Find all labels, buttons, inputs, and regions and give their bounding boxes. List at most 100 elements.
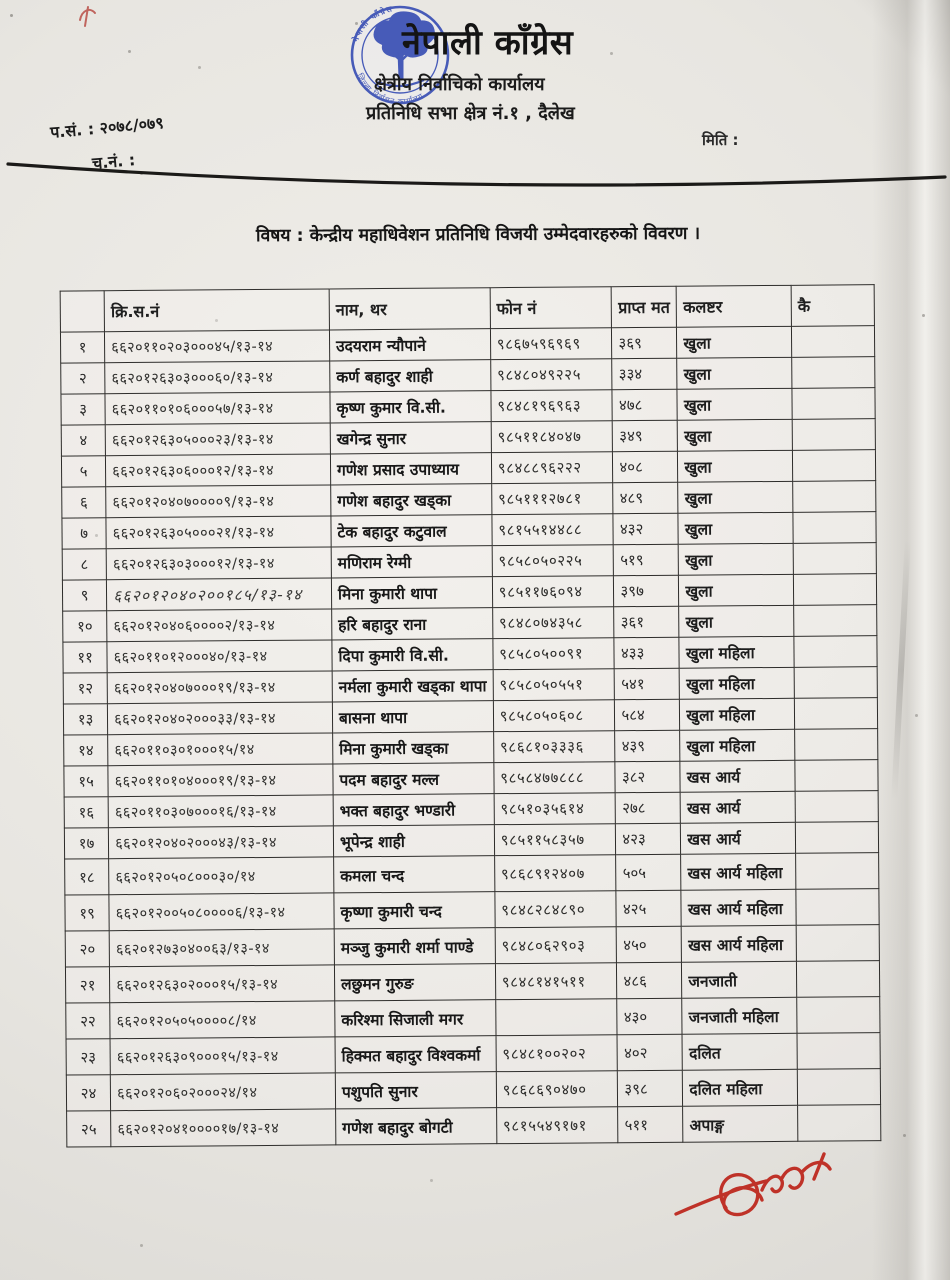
- row-serial: १४: [63, 734, 109, 767]
- cluster-cell: खस आर्य: [680, 760, 796, 793]
- row-serial: २२: [65, 1002, 111, 1040]
- votes-cell: ४८६: [616, 962, 683, 999]
- voter-id-cell: ६६२०१२६३०६०००१२/१३-१४: [105, 453, 331, 487]
- phone-cell: ९८४८१९६९६३: [490, 389, 613, 422]
- votes-cell: ४७८: [612, 389, 678, 421]
- header-phone: फोन नं: [489, 286, 612, 329]
- remark-cell: [796, 924, 880, 962]
- header-votes: प्राप्त मत: [611, 286, 677, 328]
- name-cell: उदयराम न्यौपाने: [329, 328, 491, 361]
- votes-cell: ४५०: [616, 926, 682, 963]
- remark-cell: [796, 960, 880, 998]
- cluster-cell: खुला: [678, 574, 794, 607]
- remark-cell: [794, 666, 878, 699]
- remark-cell: [795, 852, 879, 890]
- row-serial: ७: [61, 517, 107, 550]
- red-pen-mark: [79, 6, 96, 27]
- signature-icon: [674, 1152, 832, 1217]
- votes-cell: ५१९: [613, 544, 679, 576]
- name-cell: भूपेन्द्र शाही: [333, 824, 495, 857]
- cluster-cell: खस आर्य: [680, 822, 796, 855]
- cluster-cell: खुला: [678, 481, 793, 514]
- name-cell: मिना कुमारी थापा: [331, 576, 493, 609]
- votes-cell: ४२५: [616, 890, 682, 927]
- phone-cell: ९८५१०३५६१४: [493, 792, 616, 825]
- reference-number: प.सं. : २०७८/०७९: [49, 111, 164, 143]
- header-serial: [60, 290, 105, 333]
- voter-id-cell: ६६२०१२६३०५०००२३/१३-१४: [105, 422, 331, 456]
- name-cell: कमला चन्द: [333, 855, 495, 893]
- phone-cell: ९८६८९१२४०७: [494, 854, 617, 892]
- phone-cell: ९८४८१४१५११: [495, 962, 618, 1000]
- name-cell: हरि बहादुर राना: [331, 607, 493, 640]
- votes-cell: ३९७: [613, 575, 680, 607]
- row-serial: ४: [61, 424, 106, 457]
- remark-cell: [792, 449, 876, 482]
- reference-number-value: २०७८/०७९: [98, 113, 165, 138]
- row-serial: ६: [61, 486, 107, 519]
- constituency-line: प्रतिनिधि सभा क्षेत्र नं.१ , दैलेख: [366, 103, 575, 124]
- table-header: क्रि.स.नं नाम, थर फोन नं प्राप्त मत कलष्…: [60, 284, 875, 333]
- votes-cell: ३४९: [612, 420, 678, 452]
- office-name: क्षेत्रीय निर्वाचिको कार्यालय: [374, 74, 545, 95]
- name-cell: टेक बहादुर कटुवाल: [330, 514, 492, 547]
- phone-cell: ९८१५५४९१७१: [496, 1106, 619, 1144]
- phone-cell: [495, 998, 618, 1036]
- organization-title: नेपाली काँग्रेस: [402, 23, 574, 63]
- cluster-cell: खुला: [678, 543, 794, 576]
- table-row: २५ ६६२०१२०४१००००१७/१३-१४ गणेश बहादुर बोग…: [66, 1104, 881, 1148]
- voter-id-cell: ६६२०११०१२०००४०/१३-१४: [107, 639, 333, 673]
- votes-cell: ३६९: [611, 327, 678, 359]
- remark-cell: [794, 728, 878, 761]
- row-serial: २३: [66, 1038, 111, 1076]
- table-body: १ ६६२०११०२०३०००४५/१३-१४ उदयराम न्यौपाने …: [60, 325, 881, 1148]
- name-cell: मञ्जु कुमारी शर्मा पाण्डे: [334, 927, 496, 965]
- row-serial: ८: [62, 548, 107, 581]
- remark-cell: [791, 325, 875, 358]
- row-serial: ३: [60, 393, 106, 426]
- row-serial: १: [60, 331, 105, 364]
- row-serial: २५: [66, 1110, 112, 1148]
- phone-cell: ९८५११७६०९४: [492, 575, 615, 608]
- phone-cell: ९८५८०५०६०८: [493, 699, 616, 732]
- voter-id-cell: ६६२०१२०४०६००००२/१३-१४: [106, 608, 332, 642]
- name-cell: गणेश बहादुर खड्का: [330, 483, 492, 516]
- phone-cell: ९८४८०७४३५८: [492, 606, 615, 639]
- row-serial: २०: [65, 930, 110, 968]
- name-cell: हिक्मत बहादुर विश्वकर्मा: [334, 1035, 497, 1073]
- phone-cell: ९८५११८४०४७: [490, 420, 613, 453]
- row-serial: ५: [61, 455, 106, 488]
- phone-cell: ९८४८२८४८९०: [494, 890, 617, 928]
- cluster-cell: खुला: [677, 450, 793, 483]
- voter-id-cell: ६६२०१२६३०९०००१५/१३-१४: [110, 1036, 336, 1075]
- tree-icon: [373, 11, 435, 88]
- phone-cell: ९८५११५८३५७: [494, 823, 617, 856]
- phone-cell: ९८६७५९६९६९: [490, 327, 613, 360]
- name-cell: मणिराम रेग्मी: [331, 545, 493, 578]
- phone-cell: ९८६८१०३३३६: [493, 730, 616, 763]
- votes-cell: ४३३: [614, 637, 680, 669]
- header-cluster: कलष्टर: [676, 285, 792, 328]
- row-serial: १८: [64, 858, 110, 896]
- cluster-cell: खस आर्य: [680, 791, 796, 824]
- party-stamp-logo: नेपाली काँग्रेस जिल्ला निर्वाचन कार्यालय: [350, 4, 450, 106]
- name-cell: नर्मला कुमारी खड्का थापा: [332, 669, 494, 702]
- cluster-cell: खुला: [678, 512, 794, 545]
- phone-cell: ९८४८८९६२२२: [491, 451, 614, 484]
- remark-cell: [793, 635, 878, 668]
- phone-cell: ९८५८०५०५५१: [492, 668, 615, 701]
- voter-id-cell: ६६२०११०३०१०००१५/१४: [107, 732, 333, 766]
- remark-cell: [794, 759, 879, 792]
- cluster-cell: खुला महिला: [680, 729, 795, 762]
- row-serial: २१: [65, 966, 110, 1004]
- header-divider-line: [6, 162, 947, 187]
- cluster-cell: दलित: [682, 1033, 798, 1071]
- voter-id-cell: ६६२०१२०४०७०००१९/१३-१४: [107, 670, 333, 704]
- remark-cell: [795, 821, 879, 854]
- name-cell: पशुपति सुनार: [335, 1071, 497, 1109]
- cluster-cell: खुला: [677, 357, 792, 390]
- voter-id-cell: ६६२०१२०४०२०००३३/१३-१४: [107, 701, 333, 735]
- table-header-row: क्रि.स.नं नाम, थर फोन नं प्राप्त मत कलष्…: [60, 284, 875, 333]
